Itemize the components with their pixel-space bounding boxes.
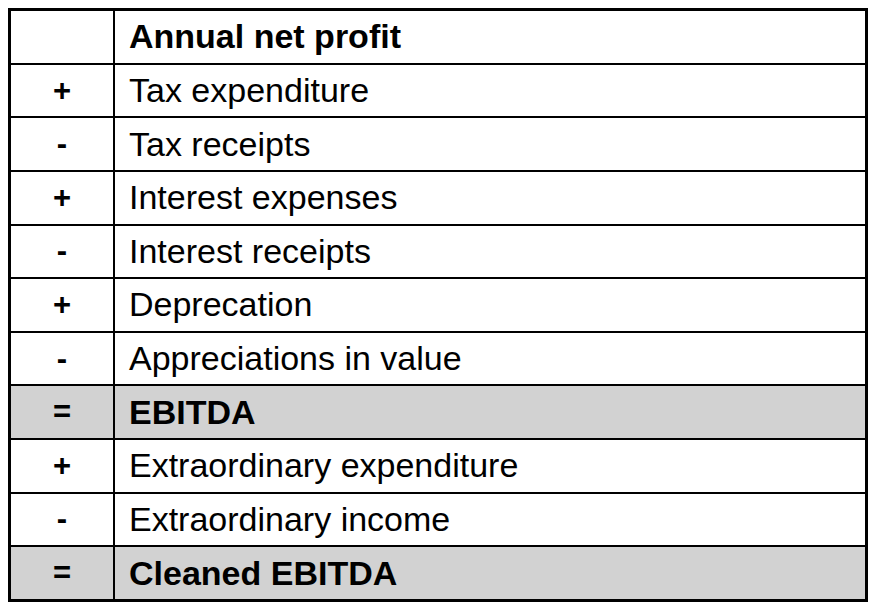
operator-cell: +: [10, 439, 115, 493]
table-row-interest-expenses: + Interest expenses: [10, 171, 867, 225]
label-cell: Extraordinary income: [114, 493, 867, 547]
table-row-tax-receipts: - Tax receipts: [10, 117, 867, 171]
label-cell: Cleaned EBITDA: [114, 546, 867, 600]
label-cell: Appreciations in value: [114, 332, 867, 386]
label-cell: Tax expenditure: [114, 64, 867, 118]
table-row-interest-receipts: - Interest receipts: [10, 225, 867, 279]
label-cell: Annual net profit: [114, 10, 867, 64]
ebitda-calculation-table: Annual net profit + Tax expenditure - Ta…: [8, 8, 868, 602]
table-body: Annual net profit + Tax expenditure - Ta…: [10, 10, 867, 601]
table-row-extraordinary-income: - Extraordinary income: [10, 493, 867, 547]
table-row-tax-expenditure: + Tax expenditure: [10, 64, 867, 118]
label-cell: Tax receipts: [114, 117, 867, 171]
operator-cell: -: [10, 493, 115, 547]
operator-cell: -: [10, 332, 115, 386]
label-cell: Interest expenses: [114, 171, 867, 225]
operator-cell: -: [10, 117, 115, 171]
page: Annual net profit + Tax expenditure - Ta…: [0, 0, 876, 610]
table-row-extraordinary-expenditure: + Extraordinary expenditure: [10, 439, 867, 493]
table-row-ebitda: = EBITDA: [10, 385, 867, 439]
label-cell: Extraordinary expenditure: [114, 439, 867, 493]
table-row-appreciations-in-value: - Appreciations in value: [10, 332, 867, 386]
operator-cell: -: [10, 225, 115, 279]
operator-cell: =: [10, 385, 115, 439]
table-row-deprecation: + Deprecation: [10, 278, 867, 332]
operator-cell: =: [10, 546, 115, 600]
operator-cell: +: [10, 171, 115, 225]
label-cell: Interest receipts: [114, 225, 867, 279]
operator-cell: [10, 10, 115, 64]
label-cell: Deprecation: [114, 278, 867, 332]
label-cell: EBITDA: [114, 385, 867, 439]
table-row-cleaned-ebitda: = Cleaned EBITDA: [10, 546, 867, 600]
table-row-annual-net-profit: Annual net profit: [10, 10, 867, 64]
operator-cell: +: [10, 278, 115, 332]
operator-cell: +: [10, 64, 115, 118]
